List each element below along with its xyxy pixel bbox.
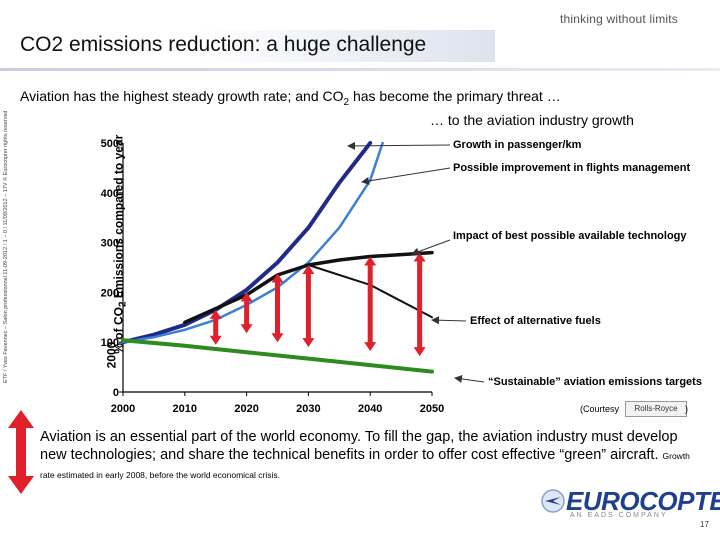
x-tick-label: 2030 bbox=[296, 403, 320, 415]
rolls-royce-logo: Rolls-Royce bbox=[625, 401, 687, 417]
subtitle-line-2: … to the aviation industry growth bbox=[430, 112, 634, 128]
chart-impact-arrows bbox=[209, 252, 426, 357]
impact-arrow bbox=[364, 256, 377, 352]
impact-arrow bbox=[271, 273, 284, 343]
y-tick-label: 300 bbox=[101, 238, 119, 250]
eurocopter-emblem-icon bbox=[541, 489, 565, 513]
annotation-pointer-2 bbox=[361, 167, 451, 185]
y-tick-label: 500 bbox=[101, 138, 119, 150]
subtitle-subscript: 2 bbox=[343, 96, 350, 108]
annotation-pointer-3 bbox=[411, 239, 451, 256]
x-tick-label: 2050 bbox=[420, 403, 444, 415]
chart-annotation-pointers bbox=[347, 141, 485, 383]
tagline: thinking without limits bbox=[560, 12, 678, 26]
courtesy-close: ) bbox=[685, 404, 688, 414]
x-tick-label: 2040 bbox=[358, 403, 382, 415]
eurocopter-logo: EUROCOPTER bbox=[566, 486, 720, 516]
bottom-text: Aviation is an essential part of the wor… bbox=[40, 429, 678, 463]
annotation-pointer-1 bbox=[347, 141, 451, 150]
y-tick-label: 100 bbox=[101, 337, 119, 349]
impact-arrow bbox=[413, 252, 426, 357]
x-tick-label: 2000 bbox=[111, 403, 135, 415]
impact-arrow bbox=[209, 309, 222, 345]
annotation-pointer-5 bbox=[454, 374, 485, 383]
subtitle-line-1: Aviation has the highest steady growth r… bbox=[20, 88, 561, 108]
series-line-5 bbox=[121, 338, 434, 374]
series-line-3 bbox=[183, 250, 434, 325]
annotation-growth: Growth in passenger/km bbox=[453, 139, 582, 151]
y-tick-label: 400 bbox=[101, 188, 119, 200]
annotation-pointer-4 bbox=[431, 316, 467, 325]
page-title: CO2 emissions reduction: a huge challeng… bbox=[20, 33, 427, 56]
annotation-flights: Possible improvement in flights manageme… bbox=[453, 162, 691, 174]
chart-series bbox=[121, 141, 434, 374]
series-line-1 bbox=[121, 141, 373, 345]
page-number: 17 bbox=[700, 520, 709, 529]
title-bar bbox=[0, 30, 495, 62]
subtitle-rest: has become the primary threat … bbox=[349, 88, 561, 104]
header-divider bbox=[0, 68, 720, 71]
series-line-2 bbox=[121, 141, 384, 344]
chart-ticks: 2000 2010 2020 2030 2040 2050 0 100 200 300 400 500 bbox=[101, 138, 445, 415]
chart-axes bbox=[122, 143, 432, 393]
impact-arrow bbox=[302, 265, 315, 348]
impact-arrow bbox=[240, 292, 253, 334]
annotation-fuels: Effect of alternative fuels bbox=[470, 315, 601, 327]
double-arrow-icon bbox=[8, 410, 34, 494]
courtesy-label: (Courtesy bbox=[580, 404, 620, 414]
subtitle-main: Aviation has the highest steady growth r… bbox=[20, 88, 344, 104]
bottom-note: Growth rate estimated in early 2008, bef… bbox=[40, 451, 690, 480]
eurocopter-logo-sub: AN EADS COMPANY bbox=[570, 512, 668, 519]
annotation-technology: Impact of best possible available techno… bbox=[453, 230, 687, 242]
x-tick-label: 2020 bbox=[234, 403, 258, 415]
y-tick-label: 0 bbox=[113, 387, 119, 399]
x-tick-label: 2010 bbox=[173, 403, 197, 415]
y-tick-label: 200 bbox=[101, 287, 119, 299]
bottom-statement: Aviation is an essential part of the wor… bbox=[40, 428, 700, 484]
annotation-sustainable: “Sustainable” aviation emissions targets bbox=[488, 376, 702, 388]
